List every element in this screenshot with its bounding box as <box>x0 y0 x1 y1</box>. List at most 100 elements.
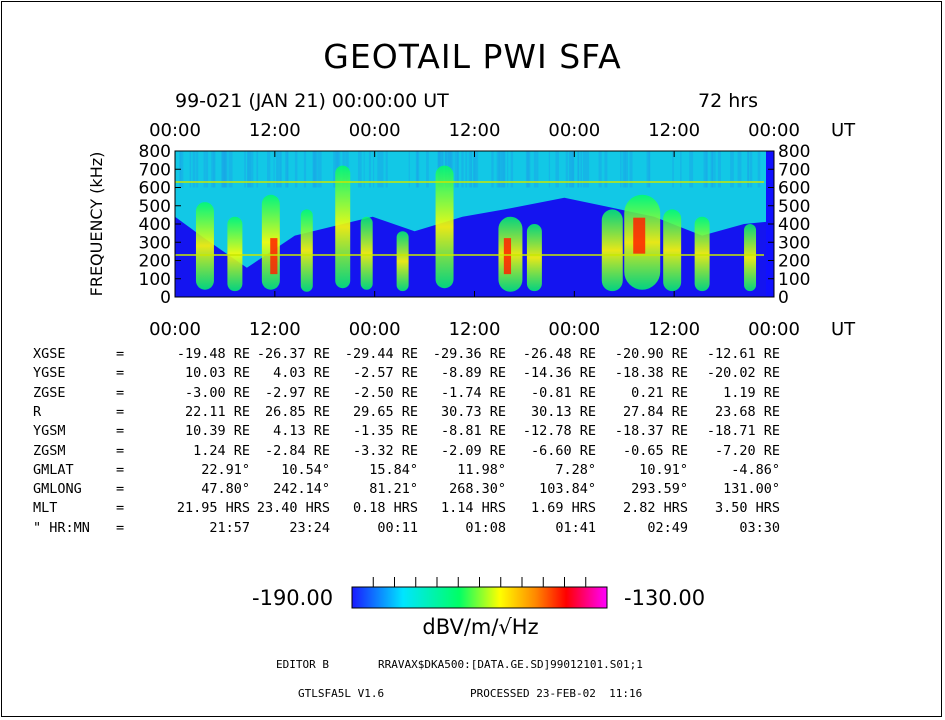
x-tick-label-bottom: 00:00 <box>149 319 201 340</box>
y-tick-label-left: 500 <box>139 197 171 217</box>
orbit-value-cell: 1.69 HRS <box>530 500 596 517</box>
x-tick-label-bottom: 00:00 <box>748 319 800 340</box>
orbit-row-equals: = <box>116 384 125 401</box>
x-unit-label: UT <box>831 319 856 340</box>
y-tick-label-left: 100 <box>139 270 171 290</box>
emission-burst <box>694 216 710 292</box>
x-tick-label-bottom: 00:00 <box>548 319 600 340</box>
emission-burst <box>396 231 409 292</box>
orbit-row-label: GMLONG <box>33 481 82 498</box>
orbit-row-equals: = <box>116 519 125 536</box>
orbit-row-equals: = <box>116 481 125 498</box>
orbit-value-cell: 22.91° <box>201 461 250 478</box>
y-tick-label-right: 600 <box>778 179 810 199</box>
orbit-value-cell: 1.19 RE <box>723 384 780 401</box>
orbit-value-cell: 293.59° <box>631 481 688 498</box>
y-tick-label-right: 700 <box>778 160 810 180</box>
orbit-value-cell: 22.11 RE <box>184 403 250 420</box>
orbit-row-equals: = <box>116 365 125 382</box>
orbit-value-cell: 30.73 RE <box>440 403 506 420</box>
orbit-row-label: ZGSM <box>33 442 66 459</box>
orbit-value-cell: -18.38 RE <box>614 365 688 382</box>
emission-peak <box>633 217 646 254</box>
orbit-value-cell: -3.00 RE <box>184 384 250 401</box>
y-tick-label-left: 0 <box>160 288 171 308</box>
y-tick-label-left: 400 <box>139 215 171 235</box>
y-tick-label-right: 300 <box>778 233 810 253</box>
orbit-value-cell: -4.86° <box>731 461 780 478</box>
orbit-value-cell: 0.18 HRS <box>352 500 418 517</box>
orbit-value-cell: -12.78 RE <box>522 423 596 440</box>
emission-burst <box>300 209 313 292</box>
orbit-row-equals: = <box>116 461 125 478</box>
orbit-value-cell: -2.09 RE <box>440 442 506 459</box>
orbit-value-cell: -2.57 RE <box>352 365 418 382</box>
orbit-value-cell: 131.00° <box>723 481 780 498</box>
orbit-value-cell: 10.39 RE <box>184 423 250 440</box>
orbit-value-cell: -0.81 RE <box>530 384 596 401</box>
orbit-value-cell: -29.44 RE <box>344 346 418 362</box>
emission-burst <box>744 224 757 292</box>
orbit-value-cell: -7.20 RE <box>714 442 780 459</box>
spectrogram-plot-area <box>175 151 774 297</box>
orbit-value-cell: -14.36 RE <box>522 365 596 382</box>
emission-peak <box>270 238 278 275</box>
emission-burst <box>601 209 623 292</box>
orbit-value-cell: -0.65 RE <box>622 442 688 459</box>
orbit-value-cell: -2.84 RE <box>264 442 330 459</box>
orbit-value-cell: 10.54° <box>281 461 330 478</box>
orbit-value-cell: 26.85 RE <box>264 403 330 420</box>
orbit-value-cell: 23.68 RE <box>714 403 780 420</box>
orbit-value-cell: 15.84° <box>369 461 418 478</box>
orbit-value-cell: 03:30 <box>739 519 780 536</box>
footer-processed: PROCESSED 23-FEB-02 11:16 <box>470 687 643 700</box>
x-unit-label: UT <box>831 120 856 141</box>
colorbar-min-label: -190.00 <box>252 586 334 610</box>
orbit-value-cell: 7.28° <box>555 461 596 478</box>
x-tick-label-bottom: 12:00 <box>249 319 301 340</box>
orbit-value-cell: 103.84° <box>539 481 596 498</box>
orbit-value-cell: 4.03 RE <box>273 365 330 382</box>
emission-burst <box>526 224 542 292</box>
orbit-value-cell: -2.97 RE <box>264 384 330 401</box>
x-tick-label-bottom: 12:00 <box>648 319 700 340</box>
orbit-row-label: " HR:MN <box>33 519 90 536</box>
x-tick-label-top: 00:00 <box>548 120 600 141</box>
orbit-value-cell: -26.48 RE <box>522 346 596 362</box>
emission-burst <box>195 202 214 290</box>
y-tick-label-right: 100 <box>778 270 810 290</box>
orbit-value-cell: -2.50 RE <box>352 384 418 401</box>
x-tick-label-bottom: 12:00 <box>449 319 501 340</box>
colorbar-unit-label: dBV/m/√Hz <box>422 615 539 639</box>
orbit-value-cell: 21.95 HRS <box>176 500 250 517</box>
x-tick-label-bottom: 00:00 <box>349 319 401 340</box>
orbit-value-cell: -20.02 RE <box>706 365 780 382</box>
colorbar-max-label: -130.00 <box>624 586 706 610</box>
orbit-value-cell: -12.61 RE <box>706 346 780 362</box>
x-tick-label-top: 00:00 <box>748 120 800 141</box>
x-tick-label-top: 12:00 <box>449 120 501 141</box>
footer-editor: EDITOR B <box>276 658 329 671</box>
orbit-value-cell: 10.91° <box>639 461 688 478</box>
orbit-value-cell: 268.30° <box>449 481 506 498</box>
orbit-row-label: YGSM <box>33 423 66 440</box>
orbit-value-cell: 4.13 RE <box>273 423 330 440</box>
orbit-value-cell: -18.71 RE <box>706 423 780 440</box>
orbit-value-cell: -1.35 RE <box>352 423 418 440</box>
y-tick-label-left: 600 <box>139 179 171 199</box>
orbit-value-cell: -26.37 RE <box>256 346 330 362</box>
x-tick-label-top: 00:00 <box>149 120 201 141</box>
orbit-value-cell: 21:57 <box>209 519 250 536</box>
orbit-value-cell: 10.03 RE <box>184 365 250 382</box>
orbit-row-equals: = <box>116 403 125 420</box>
emission-burst <box>663 209 682 292</box>
orbit-row-equals: = <box>116 500 125 517</box>
orbit-value-cell: -18.37 RE <box>614 423 688 440</box>
y-tick-label-left: 300 <box>139 233 171 253</box>
x-tick-label-top: 12:00 <box>648 120 700 141</box>
y-tick-label-left: 800 <box>139 142 171 162</box>
colorbar <box>351 577 608 609</box>
emission-burst <box>335 165 351 289</box>
